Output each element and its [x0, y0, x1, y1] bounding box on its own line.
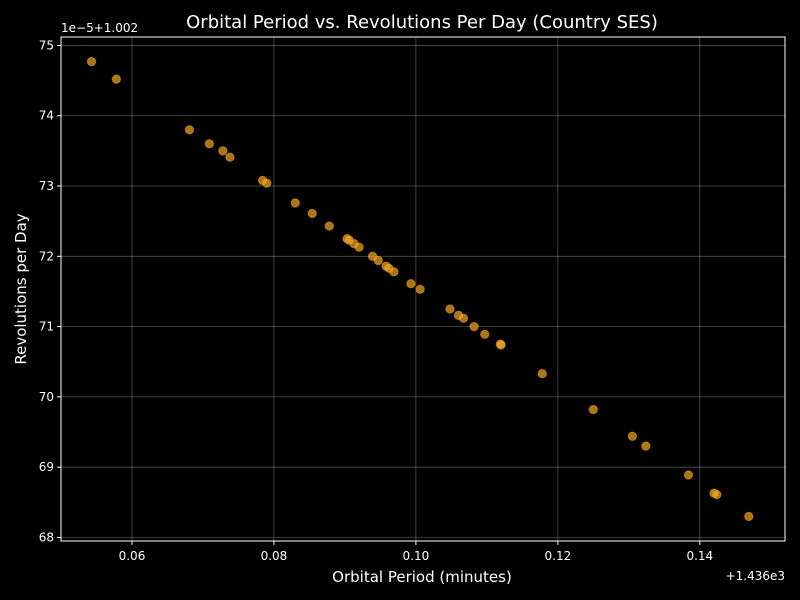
- y-axis-offset-label: 1e−5+1.002: [61, 21, 138, 35]
- data-point: [480, 329, 490, 340]
- y-axis-ticks: 68 69 70 71 72 73 74 75: [39, 38, 61, 544]
- data-point: [445, 304, 455, 314]
- data-point: [458, 313, 469, 323]
- y-tick-label: 74: [39, 109, 54, 123]
- data-point: [469, 321, 479, 332]
- data-point: [373, 255, 383, 266]
- data-point: [111, 74, 122, 84]
- data-point: [641, 441, 651, 451]
- data-point: [537, 369, 547, 379]
- y-tick-label: 70: [39, 390, 54, 404]
- x-tick-label: 0.08: [261, 549, 288, 563]
- plot-frame: [60, 36, 786, 542]
- y-tick-label: 72: [39, 249, 54, 263]
- y-tick-label: 69: [39, 460, 54, 474]
- data-point: [354, 242, 364, 252]
- x-axis-label: Orbital Period (minutes): [332, 568, 512, 586]
- data-point: [415, 284, 425, 295]
- x-tick-label: 0.14: [686, 549, 713, 563]
- x-axis-offset-label: +1.436e3: [726, 569, 785, 583]
- chart-title: Orbital Period vs. Revolutions Per Day (…: [186, 12, 658, 33]
- data-point: [496, 340, 506, 350]
- data-point: [307, 208, 317, 219]
- y-tick-label: 75: [39, 38, 54, 52]
- y-tick-label: 68: [39, 530, 54, 544]
- y-axis-label: Revolutions per Day: [12, 213, 30, 364]
- data-point: [744, 511, 754, 522]
- data-point: [218, 146, 228, 156]
- data-point: [262, 178, 272, 188]
- x-tick-label: 0.10: [403, 549, 430, 563]
- data-point: [712, 489, 722, 500]
- data-point: [406, 279, 416, 289]
- data-point: [204, 139, 215, 149]
- grid-lines: [61, 37, 785, 541]
- y-tick-label: 73: [39, 179, 54, 193]
- x-tick-label: 0.12: [545, 549, 572, 563]
- data-point: [184, 125, 195, 135]
- x-tick-label: 0.06: [119, 549, 146, 563]
- data-point: [627, 431, 638, 441]
- y-tick-label: 71: [39, 320, 54, 334]
- data-point: [225, 152, 235, 162]
- data-point: [86, 56, 97, 67]
- data-point: [683, 470, 694, 480]
- data-point: [324, 221, 335, 231]
- data-point: [389, 267, 399, 277]
- x-axis-ticks: 0.06 0.08 0.10 0.12 0.14: [119, 541, 713, 563]
- data-point: [588, 404, 599, 415]
- data-point: [290, 198, 300, 208]
- data-points: [86, 56, 754, 522]
